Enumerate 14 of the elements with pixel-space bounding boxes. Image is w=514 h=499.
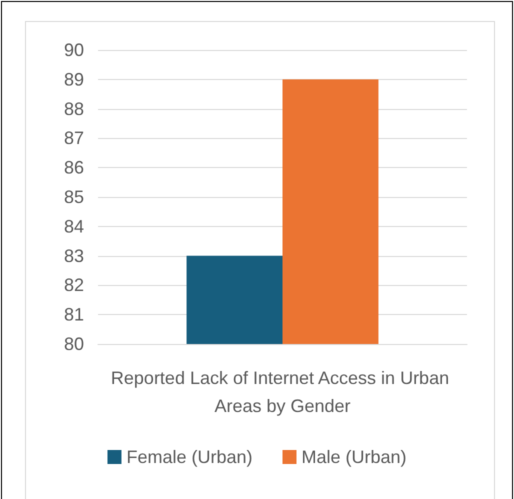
- y-tick-label: 83: [64, 246, 84, 266]
- y-tick-label: 87: [64, 128, 84, 148]
- legend-label: Female (Urban): [126, 447, 253, 467]
- y-tick-label: 86: [64, 158, 84, 178]
- y-tick-label: 88: [64, 98, 84, 119]
- y-tick-label: 82: [64, 275, 84, 296]
- y-tick-label: 84: [64, 216, 84, 236]
- legend-label: Male (Urban): [302, 447, 407, 467]
- y-tick-label: 85: [64, 187, 84, 207]
- x-tick-label: Reported Lack of Internet Access in Urban Areas by Gender: [110, 368, 454, 416]
- y-tick-label: 90: [64, 40, 84, 60]
- y-tick-label: 81: [64, 304, 84, 325]
- y-tick-label: 89: [64, 69, 84, 90]
- y-tick-label: 80: [64, 334, 84, 354]
